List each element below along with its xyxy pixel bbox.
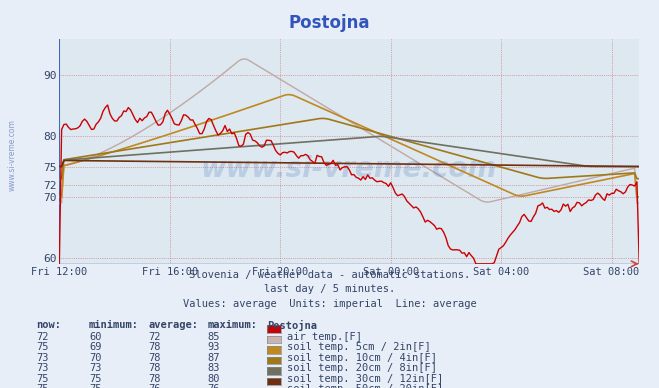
Text: soil temp. 5cm / 2in[F]: soil temp. 5cm / 2in[F]: [287, 342, 430, 352]
Text: last day / 5 minutes.: last day / 5 minutes.: [264, 284, 395, 294]
Text: 93: 93: [208, 342, 220, 352]
Text: 76: 76: [208, 384, 220, 388]
Text: 75: 75: [89, 384, 101, 388]
Text: Values: average  Units: imperial  Line: average: Values: average Units: imperial Line: av…: [183, 299, 476, 309]
Text: www.si-vreme.com: www.si-vreme.com: [201, 155, 498, 183]
Text: average:: average:: [148, 320, 198, 330]
Text: 72: 72: [36, 332, 49, 342]
Text: 80: 80: [208, 374, 220, 384]
Text: 73: 73: [36, 363, 49, 373]
Text: maximum:: maximum:: [208, 320, 258, 330]
Text: 70: 70: [89, 353, 101, 363]
Text: 85: 85: [208, 332, 220, 342]
Text: 75: 75: [36, 342, 49, 352]
Text: 78: 78: [148, 353, 161, 363]
Text: www.si-vreme.com: www.si-vreme.com: [8, 119, 17, 191]
Text: Postojna: Postojna: [267, 320, 317, 331]
Text: Slovenia / weather data - automatic stations.: Slovenia / weather data - automatic stat…: [189, 270, 470, 280]
Text: 76: 76: [148, 384, 161, 388]
Text: 60: 60: [89, 332, 101, 342]
Text: 75: 75: [36, 384, 49, 388]
Text: soil temp. 30cm / 12in[F]: soil temp. 30cm / 12in[F]: [287, 374, 443, 384]
Text: soil temp. 10cm / 4in[F]: soil temp. 10cm / 4in[F]: [287, 353, 437, 363]
Text: 78: 78: [148, 374, 161, 384]
Text: 73: 73: [36, 353, 49, 363]
Text: air temp.[F]: air temp.[F]: [287, 332, 362, 342]
Text: 87: 87: [208, 353, 220, 363]
Text: soil temp. 50cm / 20in[F]: soil temp. 50cm / 20in[F]: [287, 384, 443, 388]
Text: now:: now:: [36, 320, 61, 330]
Text: 75: 75: [89, 374, 101, 384]
Text: 83: 83: [208, 363, 220, 373]
Text: 69: 69: [89, 342, 101, 352]
Text: minimum:: minimum:: [89, 320, 139, 330]
Text: 72: 72: [148, 332, 161, 342]
Text: 78: 78: [148, 363, 161, 373]
Text: 75: 75: [36, 374, 49, 384]
Text: soil temp. 20cm / 8in[F]: soil temp. 20cm / 8in[F]: [287, 363, 437, 373]
Text: 78: 78: [148, 342, 161, 352]
Text: Postojna: Postojna: [289, 14, 370, 31]
Text: 73: 73: [89, 363, 101, 373]
